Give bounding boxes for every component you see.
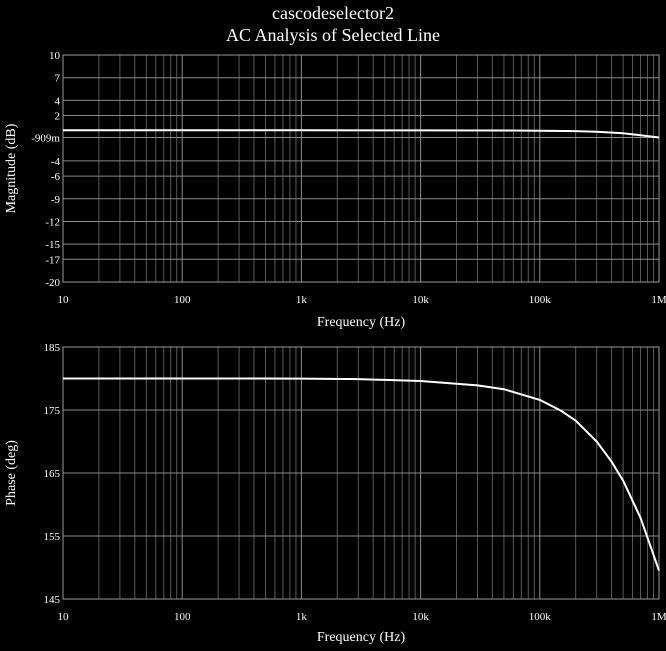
phase-y-tick-label: 145	[44, 594, 61, 606]
magnitude-y-tick-label: -20	[45, 277, 60, 289]
magnitude-x-axis-title: Frequency (Hz)	[317, 315, 406, 330]
phase-y-axis-title: Phase (deg)	[4, 440, 19, 506]
magnitude-x-tick-label: 100	[174, 294, 191, 306]
magnitude-y-tick-label: -17	[45, 254, 60, 266]
chart-title: cascodeselector2	[272, 3, 394, 23]
phase-trace-line	[63, 377, 660, 571]
phase-plot-frame	[62, 346, 660, 600]
magnitude-y-tick-label: -9	[51, 194, 61, 206]
phase-y-tick-label: 175	[44, 405, 61, 417]
magnitude-y-tick-label: 10	[49, 50, 61, 62]
phase-x-tick-label: 10k	[412, 611, 429, 623]
magnitude-y-tick-label: -12	[45, 216, 60, 228]
magnitude-y-tick-label: -6	[51, 171, 61, 183]
phase-y-tick-label: 155	[44, 531, 61, 543]
phase-y-tick-label: 165	[44, 468, 61, 480]
magnitude-x-tick-label: 1k	[296, 294, 308, 306]
magnitude-x-tick-label: 10	[58, 294, 70, 306]
magnitude-y-tick-label: 4	[55, 95, 61, 107]
magnitude-y-tick-label: -15	[45, 239, 60, 251]
phase-x-tick-label: 1M	[651, 611, 666, 623]
phase-x-tick-label: 100	[174, 611, 191, 623]
magnitude-plot-frame	[62, 54, 660, 283]
magnitude-y-tick-label: 2	[55, 111, 61, 123]
magnitude-y-tick-label: 7	[55, 73, 61, 85]
magnitude-x-tick-label: 1M	[651, 294, 666, 306]
chart-subtitle: AC Analysis of Selected Line	[226, 25, 440, 45]
phase-y-tick-label: 185	[44, 342, 61, 354]
phase-x-tick-label: 100k	[529, 611, 552, 623]
magnitude-x-tick-label: 100k	[529, 294, 552, 306]
magnitude-y-tick-label: -909m	[31, 133, 60, 145]
magnitude-y-tick-label: -4	[51, 156, 61, 168]
magnitude-y-axis-title: Magnitude (dB)	[4, 123, 19, 213]
magnitude-trace-line	[63, 129, 660, 139]
phase-x-axis-title: Frequency (Hz)	[317, 630, 406, 645]
phase-x-tick-label: 10	[58, 611, 70, 623]
magnitude-x-tick-label: 10k	[412, 294, 429, 306]
phase-x-tick-label: 1k	[296, 611, 308, 623]
